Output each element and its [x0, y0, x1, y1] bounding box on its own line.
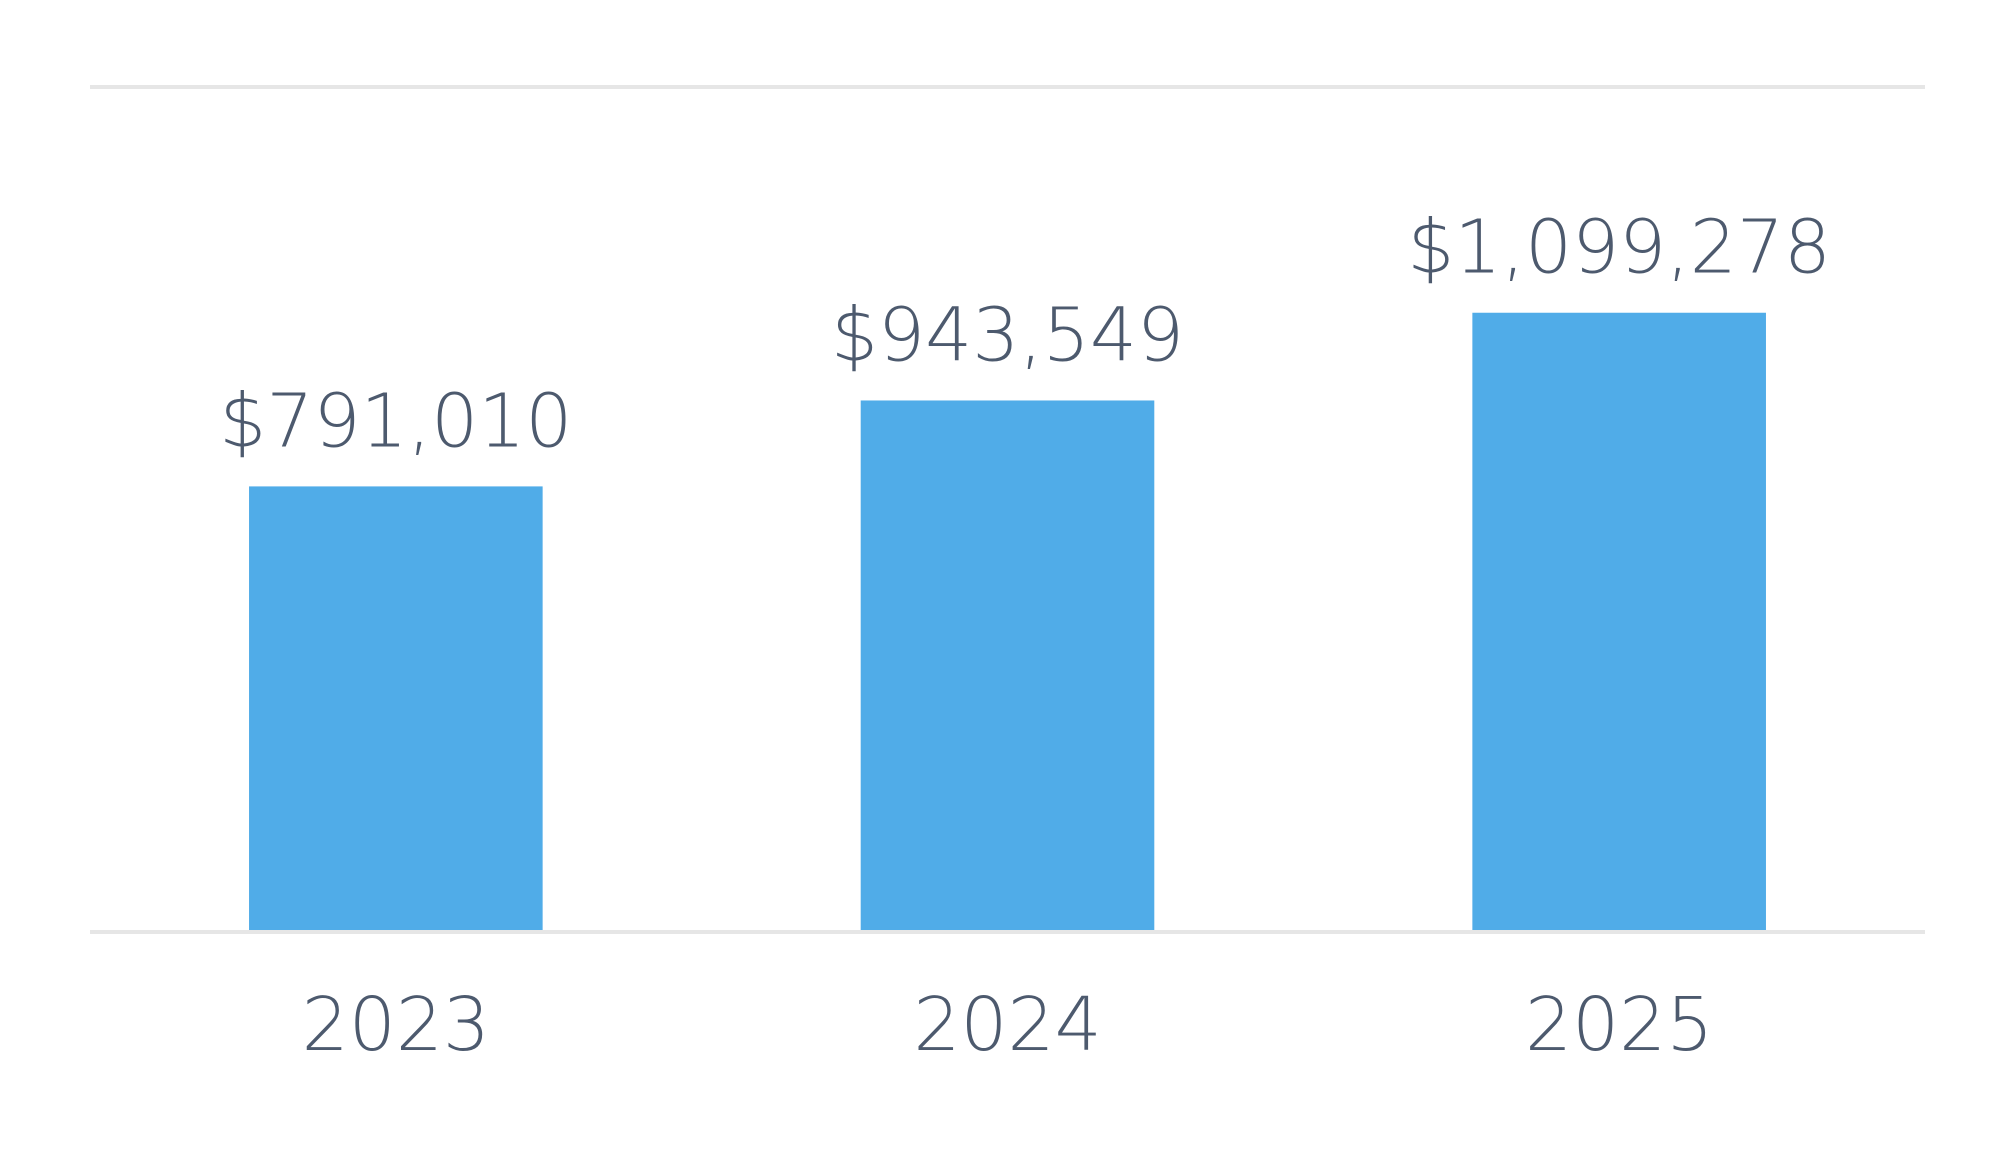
bar: [1472, 312, 1766, 932]
x-tick-label: 2023: [302, 982, 490, 1068]
value-label: $943,549: [831, 292, 1184, 378]
bar: [860, 400, 1155, 932]
value-label: $1,099,278: [1407, 205, 1831, 291]
value-label: $791,010: [219, 378, 572, 464]
x-tick-label: 2025: [1525, 982, 1713, 1068]
bar: [249, 486, 543, 932]
x-tick-label: 2024: [913, 982, 1101, 1068]
